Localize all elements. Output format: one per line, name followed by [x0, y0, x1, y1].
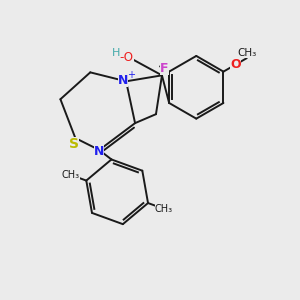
Text: N: N: [118, 74, 128, 87]
Text: CH₃: CH₃: [237, 48, 256, 58]
Text: +: +: [128, 70, 136, 80]
Text: CH₃: CH₃: [62, 170, 80, 180]
Text: CH₃: CH₃: [154, 204, 173, 214]
Text: H: H: [112, 48, 120, 58]
Text: F: F: [160, 62, 169, 75]
Text: N: N: [94, 145, 104, 158]
Text: O: O: [230, 58, 241, 71]
Text: S: S: [69, 137, 79, 151]
Text: -O: -O: [120, 51, 134, 64]
